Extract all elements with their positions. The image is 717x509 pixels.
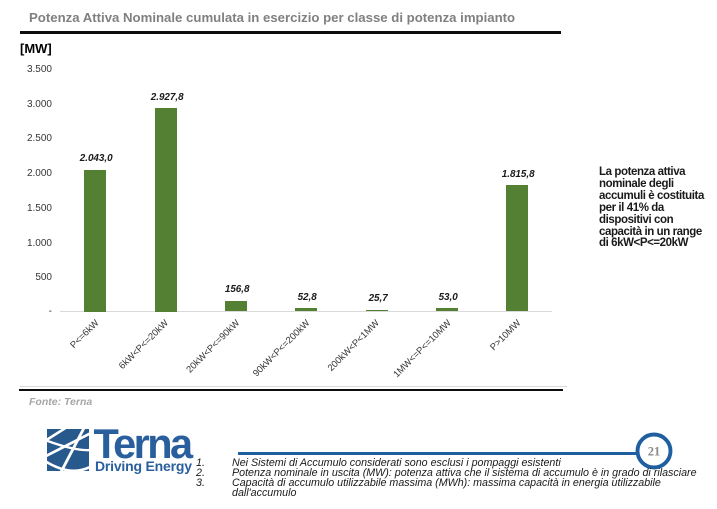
svg-text:21: 21 [648,445,661,459]
